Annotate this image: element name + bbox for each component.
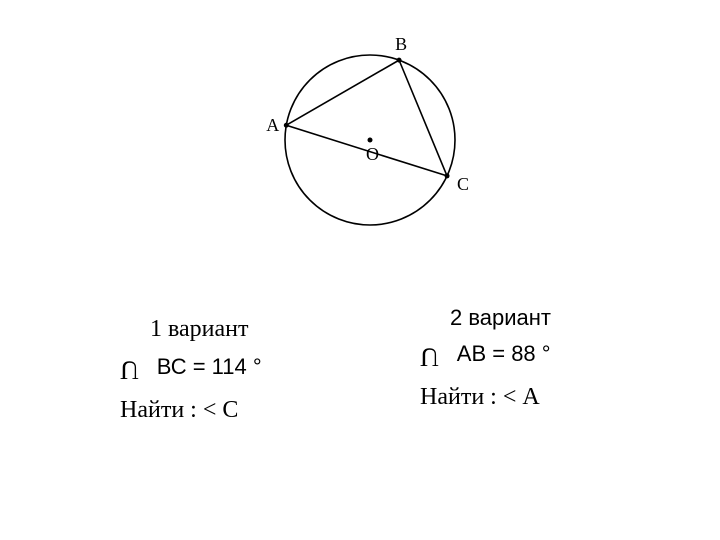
svg-text:O: O: [366, 144, 379, 164]
variant-2-given-text: АВ = 88 °: [457, 341, 551, 366]
variant-2-given: U АВ = 88 °: [420, 335, 720, 378]
variant-1-find: Найти : < С: [120, 391, 420, 429]
variant-2: 2 вариант U АВ = 88 ° Найти : < А: [420, 300, 720, 416]
variant-2-title: 2 вариант: [450, 300, 720, 335]
circle-triangle-svg: O A B C: [260, 30, 490, 250]
variant-2-find-target: < А: [503, 384, 540, 410]
svg-text:B: B: [395, 34, 407, 54]
variant-2-find: Найти : < А: [420, 378, 720, 416]
slide: OABC 1 вариант U ВС = 114 ° Найти : < С …: [0, 0, 720, 540]
arc-symbol-2: U: [420, 336, 439, 378]
variant-1: 1 вариант U ВС = 114 ° Найти : < С: [120, 310, 420, 429]
arc-symbol-1: U: [120, 349, 139, 391]
svg-text:C: C: [457, 174, 469, 194]
variant-1-find-prefix: Найти :: [120, 397, 203, 423]
variant-1-given: U ВС = 114 °: [120, 348, 420, 391]
variant-1-given-text: ВС = 114 °: [157, 354, 262, 379]
variant-2-find-prefix: Найти :: [420, 384, 503, 410]
variant-1-find-target: < С: [203, 397, 239, 423]
geometry-diagram: O A B C: [260, 30, 490, 255]
svg-text:A: A: [266, 115, 279, 135]
variant-1-title: 1 вариант: [150, 310, 420, 348]
